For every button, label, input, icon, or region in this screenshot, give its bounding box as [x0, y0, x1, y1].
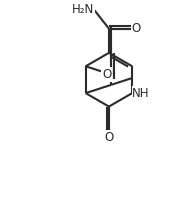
Text: O: O: [102, 68, 111, 81]
Text: O: O: [104, 131, 114, 144]
Text: O: O: [132, 22, 141, 35]
Text: H₂N: H₂N: [72, 3, 94, 16]
Text: NH: NH: [132, 87, 150, 100]
